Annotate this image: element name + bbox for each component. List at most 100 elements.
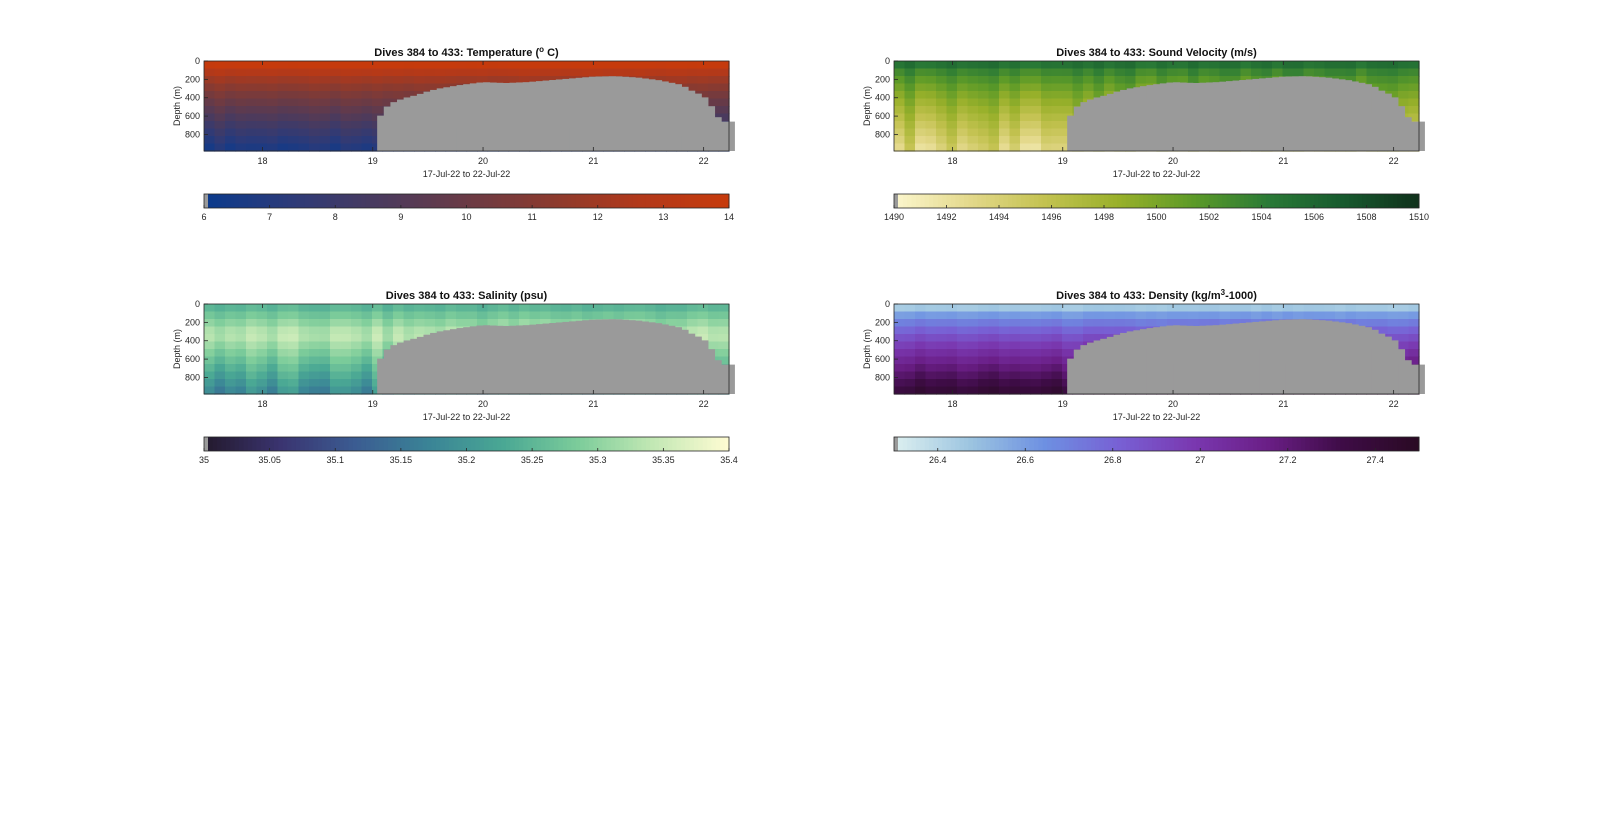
heatmap-cell [403,61,415,70]
heatmap-cell [330,121,342,130]
colorbar-segment [282,194,288,208]
y-tick-label: 0 [195,299,200,309]
no-data-column [476,82,484,151]
heatmap-cell [298,136,310,145]
colorbar-segment [920,194,926,208]
colorbar-segment [1366,194,1372,208]
heatmap-cell [466,76,478,85]
heatmap-cell [309,121,321,130]
heatmap-cell [915,311,927,320]
colorbar-tick-label: 1506 [1304,212,1324,222]
heatmap-cell [309,113,321,122]
heatmap-cell [466,61,478,70]
heatmap-cell [936,304,948,313]
heatmap-cell [978,311,990,320]
heatmap-cell [466,304,478,313]
colorbar-segment [247,437,253,451]
heatmap-cell [382,319,394,328]
heatmap-cell [967,304,979,313]
heatmap-cell [361,371,373,380]
heatmap-cell [1093,319,1105,328]
colorbar-segment [304,194,310,208]
x-tick-label: 18 [257,156,267,166]
heatmap-cell [309,98,321,107]
colorbar-segment [418,437,424,451]
heatmap-cell [967,113,979,122]
heatmap-cell [915,349,927,358]
no-data-column [1146,328,1154,394]
colorbar-segment [558,437,564,451]
heatmap-cell [936,326,948,335]
heatmap-cell [246,341,258,350]
heatmap-cell [718,319,730,328]
colorbar-segment [383,437,389,451]
colorbar-segment [274,194,279,208]
chart-svg: Dives 384 to 433: Density (kg/m3-1000)18… [862,288,1425,465]
heatmap-cell [435,319,447,328]
heatmap-cell [424,76,436,85]
axes-box [203,60,730,152]
heatmap-cell [915,326,927,335]
heatmap-cell [1009,121,1021,130]
heatmap-cell [894,76,906,85]
colorbar-segment [711,194,717,208]
colorbar-segment [300,437,306,451]
heatmap-cell [1051,349,1063,358]
heatmap-cell [256,83,268,92]
no-data-column [555,79,563,151]
heatmap-cell [1020,364,1032,373]
heatmap-cell [340,349,352,358]
heatmap-cell [1240,311,1252,320]
heatmap-cell [204,349,216,358]
heatmap-cell [624,304,636,313]
heatmap-cell [1009,334,1021,343]
heatmap-cell [936,83,948,92]
colorbar-segment [527,194,533,208]
colorbar-segment [1139,194,1144,208]
heatmap-cell [214,349,226,358]
heatmap-cell [676,319,688,328]
no-data-column [674,327,682,394]
colorbar-segment [990,194,996,208]
heatmap-cell [1345,311,1357,320]
heatmap-cell [915,61,927,70]
heatmap-cell [382,61,394,70]
heatmap-cell [687,311,699,320]
heatmap-cell [1146,68,1158,77]
colorbar-segment [361,194,367,208]
no-data-column [727,121,735,151]
heatmap-cell [351,319,363,328]
chart-title-text: Dives 384 to 433: Density (kg/m [1056,290,1221,302]
heatmap-cell [1167,319,1179,328]
heatmap-cell [435,83,447,92]
colorbar-segment [990,437,996,451]
heatmap-cell [340,371,352,380]
colorbar-segment [1051,194,1057,208]
heatmap-cell [988,341,1000,350]
colorbar-segment [977,194,983,208]
heatmap-cell [936,113,948,122]
heatmap-cell [1030,319,1042,328]
colorbar-segment [1182,194,1188,208]
heatmap-cell [235,364,247,373]
heatmap-cell [1398,334,1410,343]
colorbar-segment [453,437,459,451]
heatmap-cell [925,121,937,130]
heatmap-cell [298,61,310,70]
heatmap-cell [330,76,342,85]
colorbar-segment [667,194,673,208]
heatmap-cell [1356,319,1368,328]
heatmap-cell [1230,304,1242,313]
heatmap-cell [1009,319,1021,328]
heatmap-cell [529,68,541,77]
heatmap-cell [1293,61,1305,70]
heatmap-cell [235,61,247,70]
colorbar-segment [256,437,262,451]
heatmap-cell [330,98,342,107]
colorbar-segment [950,194,956,208]
no-data-column [1199,325,1207,394]
colorbar-segment [580,437,586,451]
y-axis-label: Depth (m) [172,329,182,369]
heatmap-cell [936,91,948,100]
heatmap-cell [655,319,667,328]
